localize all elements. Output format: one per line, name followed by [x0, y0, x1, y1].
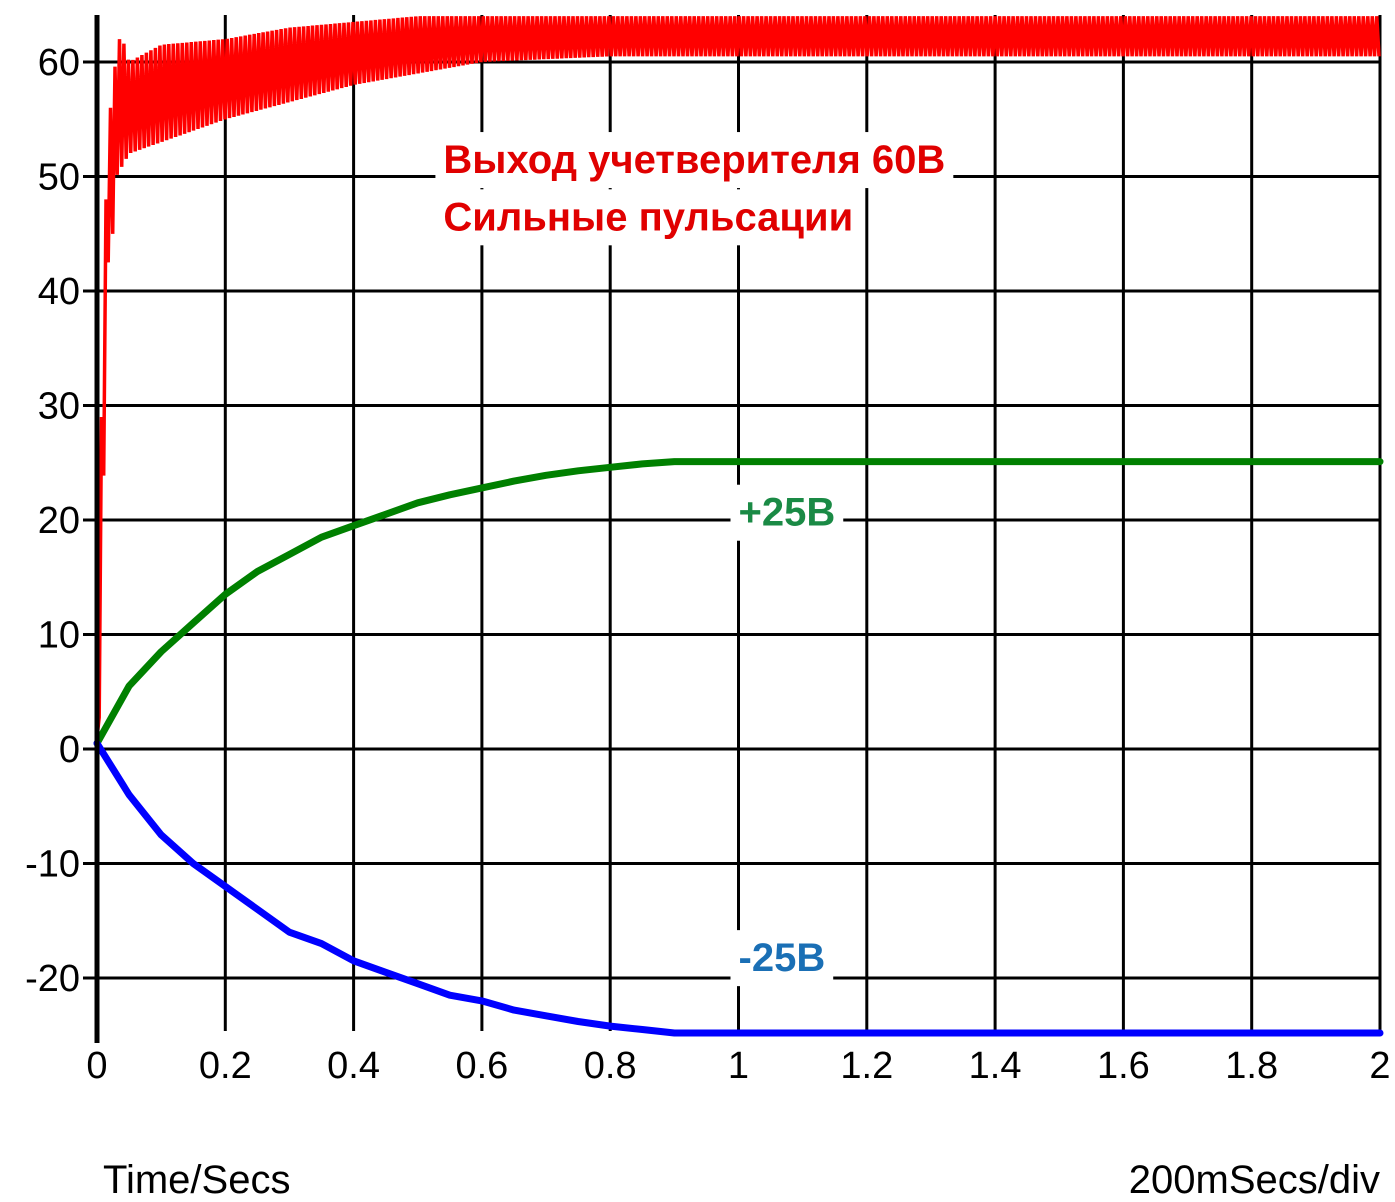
annotation-background	[435, 132, 954, 189]
x-tick-label: 0.4	[327, 1045, 380, 1087]
series-line-minus-25v	[93, 739, 1384, 1037]
x-tick-label: 1	[728, 1045, 749, 1087]
x-tick-label: 0.8	[584, 1045, 637, 1087]
x-tick-label: 1.4	[969, 1045, 1022, 1087]
annotation-label: Сильные пульсации	[443, 195, 853, 239]
y-tick-label: 20	[38, 500, 80, 542]
x-axis-label: Time/Secs	[103, 1158, 290, 1202]
y-tick-label: 50	[38, 157, 80, 199]
x-tick-label: 1.8	[1225, 1045, 1278, 1087]
x-tick-label: 2	[1369, 1045, 1390, 1087]
annotation-background	[730, 930, 834, 987]
y-tick-label: 0	[59, 729, 80, 771]
y-tick-label: -20	[25, 958, 80, 1000]
annotation-background	[435, 189, 862, 246]
annotations: Выход учетверителя 60В Сильные пульсации +…	[435, 132, 954, 987]
y-tick-label: 40	[38, 271, 80, 313]
x-tick-label: 0.2	[199, 1045, 252, 1087]
series-line-plus-25v	[93, 458, 1384, 747]
y-tick-label: 10	[38, 615, 80, 657]
tick-labels: -20 -10 0 10 20 30 40 50 60 0 0.2 0.4 0.6 0.8 1 1.2 1.4 1…	[25, 42, 1390, 1087]
annotation-label: Выход учетверителя 60В	[443, 138, 945, 182]
series-group	[93, 16, 1384, 1037]
annotation-label: +25В	[739, 491, 836, 535]
annotation-background	[730, 484, 844, 541]
x-tick-label: 0	[86, 1045, 107, 1087]
annotation-label: -25В	[739, 936, 826, 980]
series-line-60v	[95, 16, 1381, 738]
x-tick-label: 1.2	[840, 1045, 893, 1087]
x-tick-label: 0.6	[455, 1045, 508, 1087]
x-scale-label: 200mSecs/div	[1129, 1158, 1380, 1202]
y-tick-label: -10	[25, 844, 80, 886]
y-tick-label: 30	[38, 386, 80, 428]
y-tick-label: 60	[38, 42, 80, 84]
x-tick-label: 1.6	[1097, 1045, 1150, 1087]
